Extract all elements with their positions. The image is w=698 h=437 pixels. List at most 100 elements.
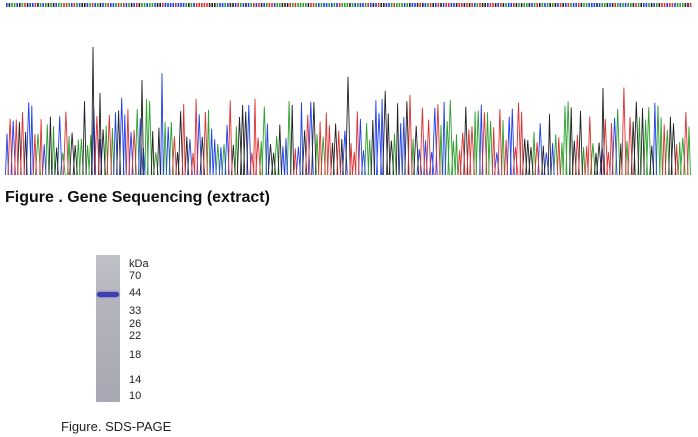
chromatogram-peak [627,117,633,176]
chromatogram-peak [497,108,503,176]
chromatogram-peak [382,90,389,176]
chromatogram-peak [23,131,28,176]
chromatogram-peak [352,151,357,176]
chromatogram-peak [361,150,366,176]
chromatogram-peak [633,101,640,176]
chromatogram-peak [388,140,395,176]
chromatogram-peak [284,138,288,176]
chromatogram-peak [209,128,214,176]
chromatogram-peak [646,107,652,176]
chromatogram-peak [621,87,627,176]
chromatogram-peak [190,152,196,176]
chromatogram-peak [342,130,348,176]
chromatogram-peak [668,116,673,176]
marker-label: 14 [129,374,142,386]
chromatogram-peak [512,147,519,176]
chromatogram-peak [469,126,475,176]
chromatogram-peak [531,131,537,176]
marker-label: 44 [129,287,142,299]
chromatogram-peak [91,46,95,176]
sequence-base-strip [6,3,692,7]
sds-page-gel-lane [96,255,120,402]
sds-page-caption: Figure. SDS-PAGE [61,419,172,434]
chromatogram-peak [473,111,477,176]
chromatogram-peak [227,100,233,176]
chromatogram-peak [479,104,484,176]
chromatogram-peak [72,145,78,176]
chromatogram-peak [165,126,171,176]
chromatogram-peak [670,123,677,176]
chromatogram-peak [290,104,295,176]
chromatogram-peak [253,98,257,176]
marker-label: 10 [129,390,142,402]
chromatogram-peak [168,121,174,176]
sequencing-chromatogram [5,3,692,176]
chromatogram-peak [442,101,446,176]
protein-band [97,292,119,297]
marker-label: 33 [129,305,142,317]
chromatogram-peak [122,114,127,176]
chromatogram-peak [194,98,199,176]
chromatogram-peak [491,127,496,176]
chromatogram-peak [261,106,268,176]
chromatogram-peak [206,109,211,176]
chromatogram-peak [32,134,37,176]
chromatogram-peak [584,145,589,176]
chromatogram-peak [163,121,167,176]
chromatogram-peak [515,102,522,176]
chromatogram-peak [556,137,561,176]
chromatogram-peak [160,73,164,176]
kda-unit-label: kDa [129,258,149,270]
chromatogram-peak [113,112,118,176]
chromatogram-peak [42,144,47,176]
chromatogram-peak [652,102,657,176]
chromatogram-peak [318,121,323,176]
chromatogram-peak [398,123,403,176]
chromatogram-peak [401,116,406,176]
chromatogram-peak [56,116,63,176]
chromatogram-peak [336,130,341,176]
chromatogram-peak [181,103,186,176]
chromatogram-peak [380,99,384,176]
chromatogram-peak [392,133,397,176]
chromatogram-peak [332,123,339,176]
chromatogram-peak [451,140,456,176]
chromatogram-peak [48,116,53,176]
chromatogram-peak [218,147,223,176]
chromatogram-peak [537,123,543,176]
chromatogram-peak [609,122,614,176]
chromatogram-peak [349,143,353,176]
chromatogram-peak [373,100,378,176]
gene-sequencing-caption: Figure . Gene Sequencing (extract) [5,189,270,206]
chromatogram-peak [140,79,144,176]
chromatogram-peak [541,145,546,176]
chromatogram-peak [39,119,43,176]
chromatogram-peak [578,110,583,176]
chromatogram-peak [98,92,102,176]
chromatogram-peak [528,146,534,176]
chromatogram-peak [106,114,112,176]
chromatogram-peak [138,118,143,176]
chromatogram-peak [305,114,311,176]
chromatogram-peak [324,112,329,176]
chromatogram-peak [413,125,420,176]
chromatogram-peak [277,124,282,176]
chromatogram-peak [212,139,217,176]
chromatogram-peak [280,146,285,176]
chromatogram-peak [447,99,454,176]
chromatogram-peak [439,124,443,176]
chromatogram-peak [299,102,304,176]
chromatogram-peak [85,145,90,176]
chromatogram-peak [125,109,130,176]
chromatogram-peak [501,120,505,176]
chromatogram-peak [327,125,332,176]
chromatogram-peak [51,126,56,176]
chromatogram-peak [82,101,87,176]
chromatogram-peak [419,107,426,176]
chromatogram-peak [611,117,618,176]
chromatogram-peak [407,94,413,176]
chromatogram-peak [271,152,277,176]
chromatogram-peak [54,147,59,176]
chromatogram-peak [386,113,391,176]
chromatogram-peak [177,111,184,176]
